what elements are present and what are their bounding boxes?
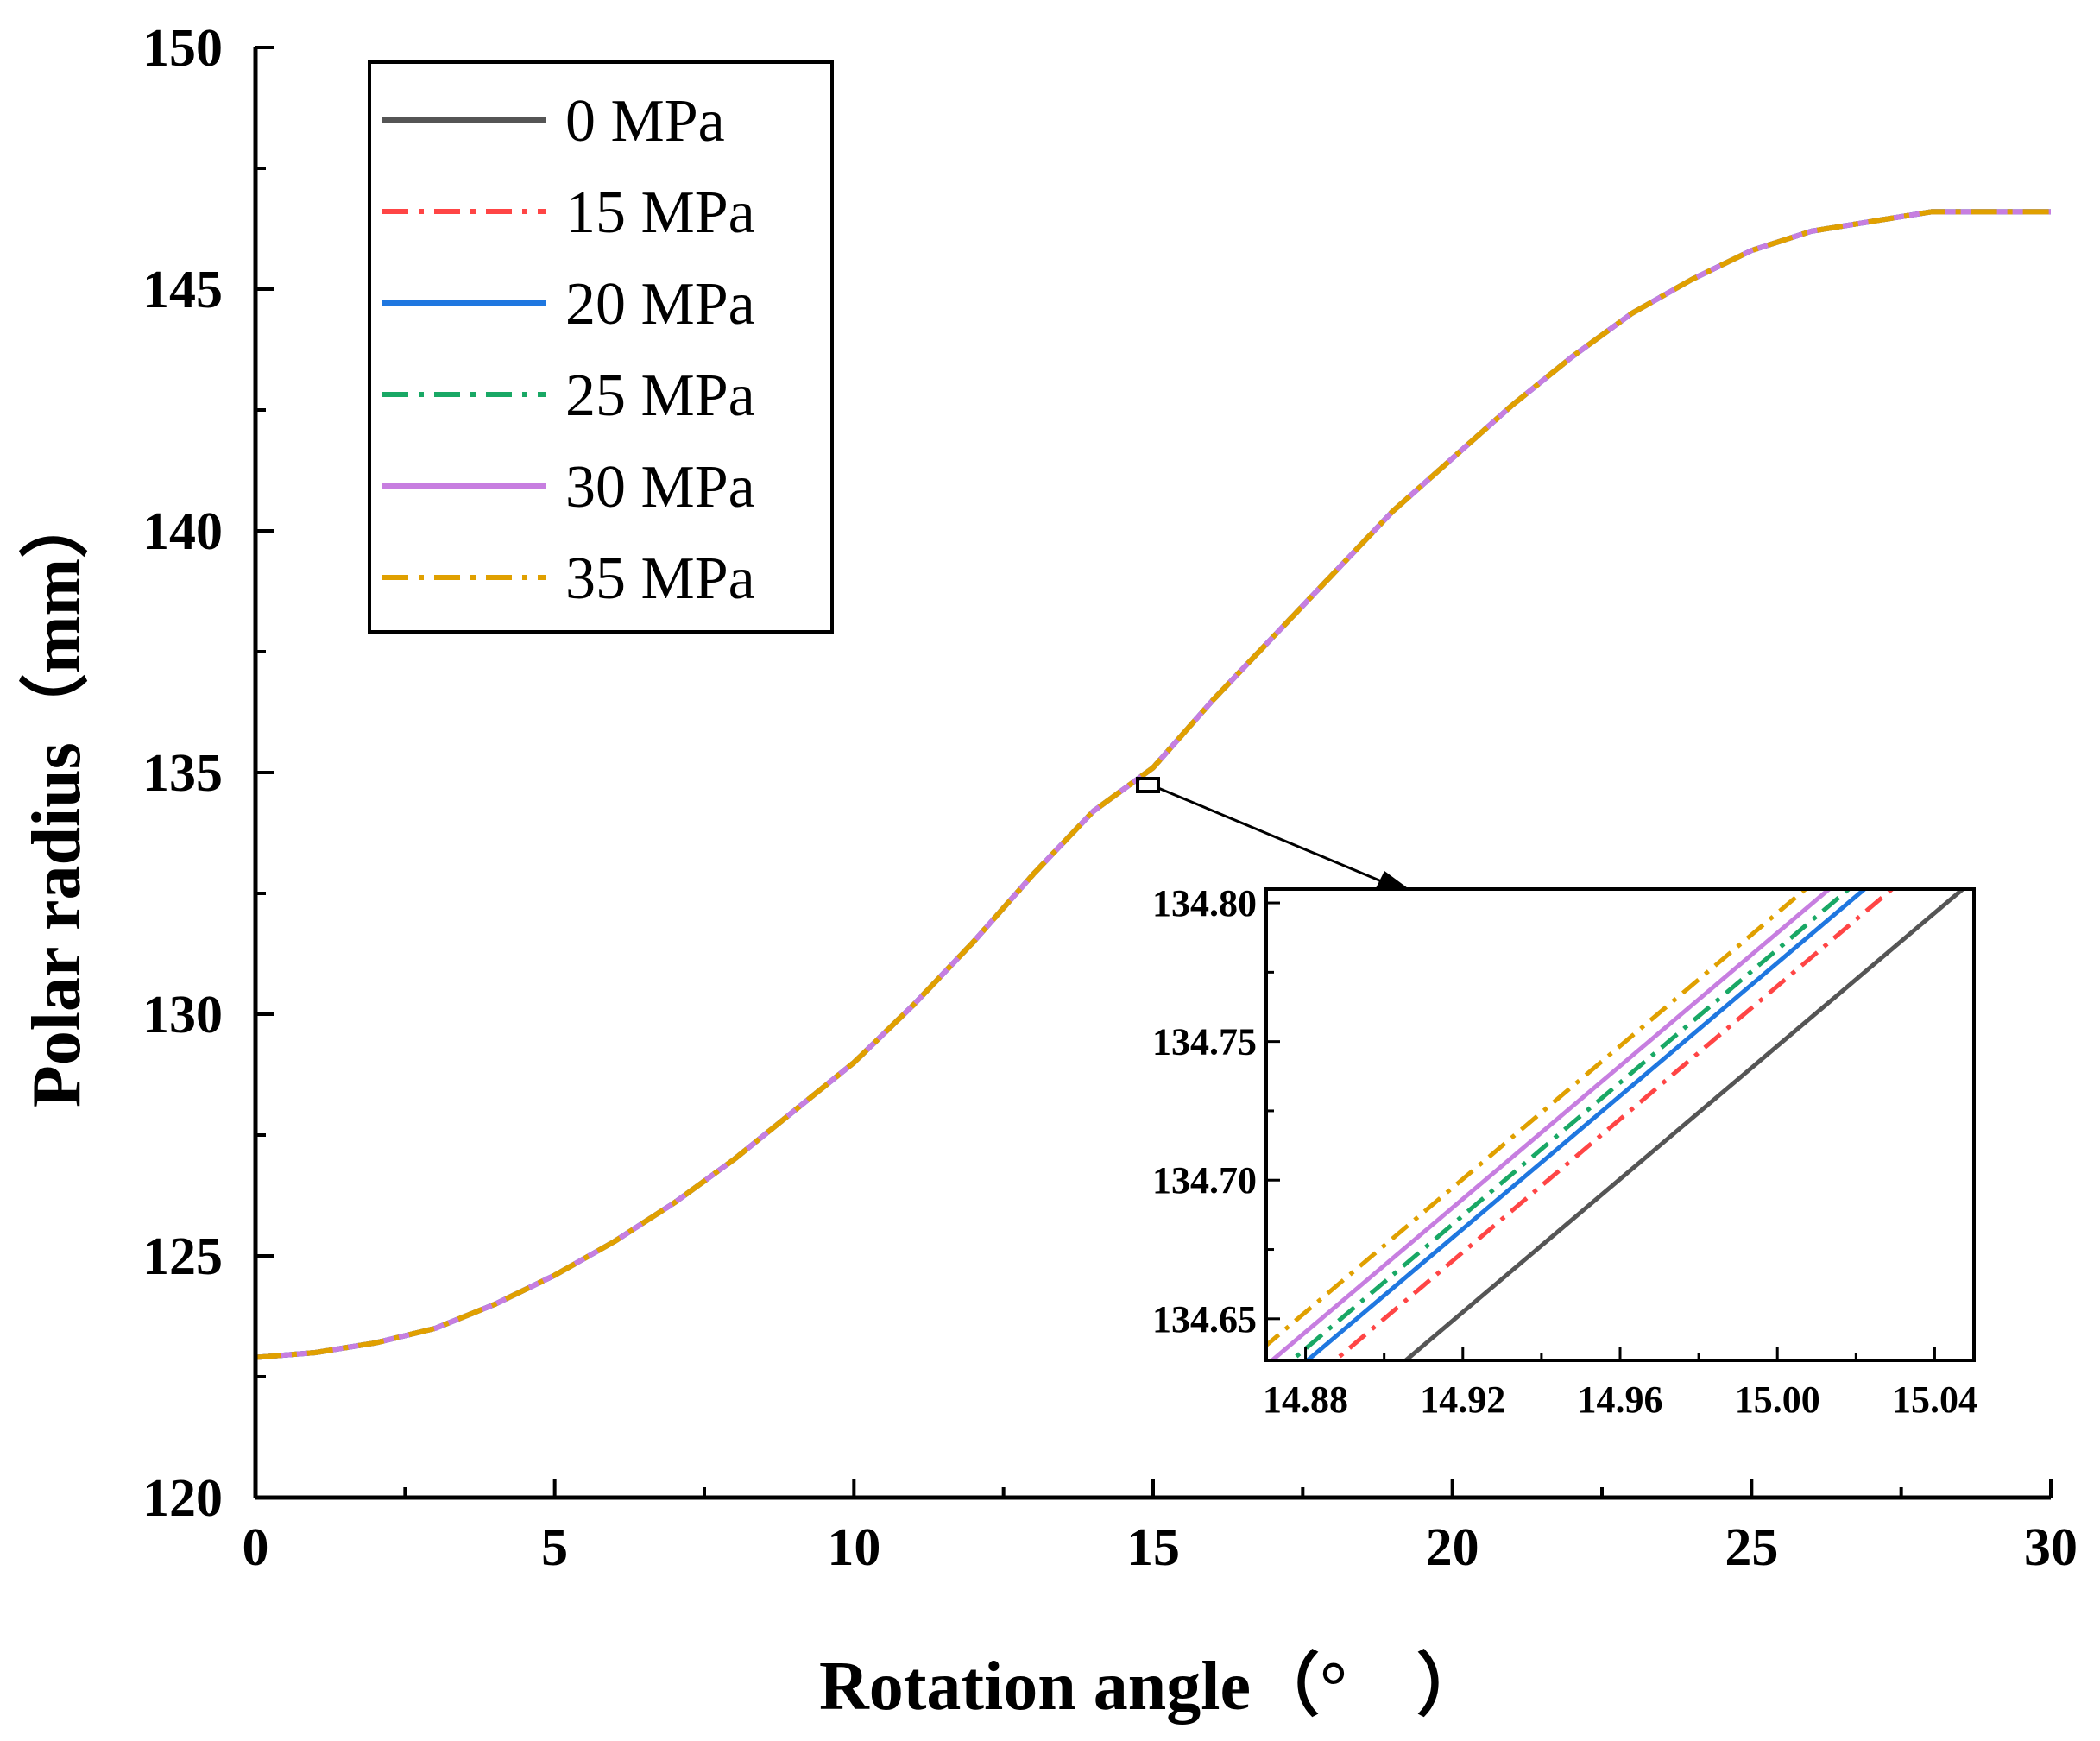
inset-y-tick-label: 134.65 [1152,1298,1257,1340]
x-tick-label: 30 [2024,1518,2078,1577]
legend-label: 25 MPa [565,363,755,429]
x-tick-label: 20 [1426,1518,1479,1577]
inset-series-line-25-mpa [1288,889,1852,1360]
zoom-arrow-line [1157,786,1391,886]
inset-y-tick-label: 134.80 [1152,882,1257,924]
inset-y-tick-label: 134.75 [1152,1021,1257,1063]
inset-series-line-15-mpa [1331,889,1895,1360]
x-tick-label: 15 [1126,1518,1180,1577]
x-tick-label: 5 [541,1518,568,1577]
series-line-35-mpa [255,209,2051,1360]
zoom-region-marker [1136,777,1417,895]
inset-y-tick-label: 134.70 [1152,1159,1257,1202]
y-tick-label: 135 [142,744,223,803]
y-tick-label: 140 [142,502,223,561]
main-ticks: 0 5 10 15 20 25 30 120 125 130 135 140 145 150 [142,19,2078,1577]
inset-x-tick-label: 15.04 [1892,1378,1977,1421]
inset-x-tick-label: 14.96 [1578,1378,1663,1421]
legend-label: 20 MPa [565,271,755,337]
y-tick-label: 130 [142,986,223,1044]
legend-label: 15 MPa [565,180,755,246]
legend-label: 35 MPa [565,546,755,612]
y-tick-label: 145 [142,261,223,319]
y-axis-title: Polar radius（mm） [19,489,95,1107]
x-axis-title: Rotation angle（° ） [819,1649,1485,1725]
inset-chart: 14.88 14.92 14.96 15.00 15.04 134.65 134.70 134… [1152,882,1977,1421]
y-tick-label: 125 [142,1227,223,1286]
inset-series-line-35-mpa [1266,889,1809,1348]
x-tick-label: 10 [827,1518,880,1577]
legend-label: 0 MPa [565,88,725,155]
y-tick-label: 120 [142,1469,223,1528]
inset-ticks: 14.88 14.92 14.96 15.00 15.04 134.65 134.70 134… [1152,882,1977,1421]
legend-box [368,60,834,634]
legend: 0 MPa 15 MPa 20 MPa 25 MPa 30 MPa 35 MPa [368,60,834,634]
main-plot-area [255,209,2051,1360]
inset-x-tick-label: 14.92 [1420,1378,1505,1421]
inset-x-tick-label: 14.88 [1263,1378,1348,1421]
x-tick-label: 0 [243,1518,269,1577]
y-tick-label: 150 [142,19,223,78]
legend-label: 30 MPa [565,454,755,520]
x-tick-label: 25 [1725,1518,1778,1577]
zoom-box [1136,777,1160,793]
inset-x-tick-label: 15.00 [1735,1378,1820,1421]
